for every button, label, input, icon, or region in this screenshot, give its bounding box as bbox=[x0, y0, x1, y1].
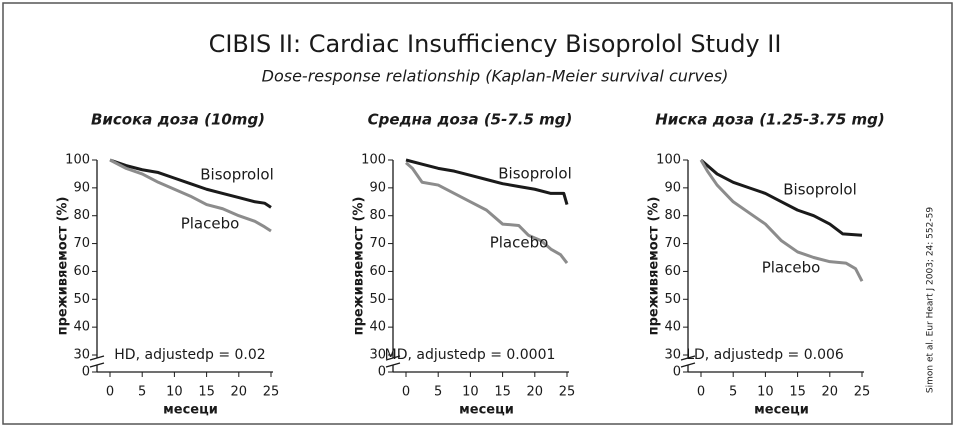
y-tick-label: 80 bbox=[664, 208, 681, 223]
axis-break bbox=[680, 355, 696, 361]
x-tick-label: 20 bbox=[231, 385, 248, 400]
x-tick-label: 15 bbox=[198, 385, 215, 400]
axis-break bbox=[680, 362, 696, 368]
axis-break bbox=[89, 355, 105, 361]
annotation: MD, adjustedp = 0.0001 bbox=[385, 347, 556, 363]
y-tick-label: 0 bbox=[82, 365, 90, 380]
y-tick-label: 60 bbox=[369, 264, 386, 279]
y-tick-label: 100 bbox=[65, 153, 90, 168]
series-label: Placebo bbox=[490, 234, 549, 252]
y-tick-label: 100 bbox=[656, 153, 681, 168]
y-tick-label: 80 bbox=[369, 208, 386, 223]
y-tick-label: 90 bbox=[664, 180, 681, 195]
y-tick-label: 50 bbox=[369, 292, 386, 307]
survival-line bbox=[405, 158, 569, 205]
x-axis-label: месеци bbox=[163, 403, 218, 418]
x-tick-label: 0 bbox=[402, 385, 410, 400]
y-tick-label: 30 bbox=[73, 348, 90, 363]
survival-line bbox=[700, 158, 863, 237]
x-tick-label: 15 bbox=[789, 385, 806, 400]
survival-line bbox=[699, 159, 864, 282]
y-tick-label: 40 bbox=[73, 320, 90, 335]
x-tick-label: 10 bbox=[166, 385, 183, 400]
series-label: Placebo bbox=[762, 259, 821, 277]
x-axis-label: месеци bbox=[754, 403, 809, 418]
y-tick-label: 60 bbox=[664, 264, 681, 279]
x-tick-label: 5 bbox=[729, 385, 737, 400]
y-tick-label: 0 bbox=[378, 365, 386, 380]
x-tick-label: 20 bbox=[527, 385, 544, 400]
y-tick-label: 40 bbox=[664, 320, 681, 335]
y-tick-label: 50 bbox=[664, 292, 681, 307]
panel-title: Висока доза (10mg) bbox=[91, 111, 265, 129]
y-tick-label: 0 bbox=[673, 365, 681, 380]
x-tick-label: 0 bbox=[106, 385, 114, 400]
x-tick-label: 5 bbox=[434, 385, 442, 400]
y-tick-label: 60 bbox=[73, 264, 90, 279]
y-tick-label: 90 bbox=[369, 180, 386, 195]
subtitle: Dose-response relationship (Kaplan-Meier… bbox=[262, 67, 729, 86]
x-tick-label: 25 bbox=[559, 385, 576, 400]
annotation: HD, adjustedp = 0.02 bbox=[114, 347, 265, 363]
axis-break bbox=[385, 362, 401, 368]
y-axis-label: преживяемост (%) bbox=[352, 197, 367, 336]
axis-break bbox=[89, 362, 105, 368]
source: Simon et al. Eur Heart J 2003; 24: 552-5… bbox=[926, 207, 936, 393]
y-tick-label: 70 bbox=[664, 236, 681, 251]
x-tick-label: 10 bbox=[757, 385, 774, 400]
survival-line bbox=[109, 158, 272, 233]
x-tick-label: 0 bbox=[697, 385, 705, 400]
y-tick-label: 90 bbox=[73, 180, 90, 195]
axis-break bbox=[385, 355, 401, 361]
y-tick-label: 70 bbox=[73, 236, 90, 251]
y-axis-label: преживяемост (%) bbox=[56, 197, 71, 336]
series-label: Placebo bbox=[181, 215, 240, 233]
y-tick-label: 70 bbox=[369, 236, 386, 251]
y-tick-label: 40 bbox=[369, 320, 386, 335]
y-axis-label: преживяемост (%) bbox=[647, 197, 662, 336]
survival-line bbox=[109, 158, 272, 209]
series-label: Bisoprolol bbox=[783, 181, 857, 199]
main-title: CIBIS II: Cardiac Insufficiency Bisoprol… bbox=[209, 30, 782, 58]
y-tick-label: 100 bbox=[361, 153, 386, 168]
panel-title: Ниска доза (1.25-3.75 mg) bbox=[655, 111, 885, 129]
x-axis-label: месеци bbox=[459, 403, 514, 418]
panel-title: Средна доза (5-7.5 mg) bbox=[368, 111, 573, 129]
series-label: Bisoprolol bbox=[200, 166, 274, 184]
y-tick-label: 50 bbox=[73, 292, 90, 307]
y-tick-label: 30 bbox=[664, 348, 681, 363]
x-tick-label: 20 bbox=[822, 385, 839, 400]
y-tick-label: 80 bbox=[73, 208, 90, 223]
x-tick-label: 25 bbox=[263, 385, 280, 400]
survival-line bbox=[405, 161, 569, 264]
annotation: LD, adjustedp = 0.006 bbox=[686, 347, 844, 363]
y-tick-label: 30 bbox=[369, 348, 386, 363]
x-tick-label: 15 bbox=[494, 385, 511, 400]
x-tick-label: 25 bbox=[854, 385, 871, 400]
x-tick-label: 10 bbox=[462, 385, 479, 400]
x-tick-label: 5 bbox=[138, 385, 146, 400]
series-label: Bisoprolol bbox=[498, 165, 572, 183]
